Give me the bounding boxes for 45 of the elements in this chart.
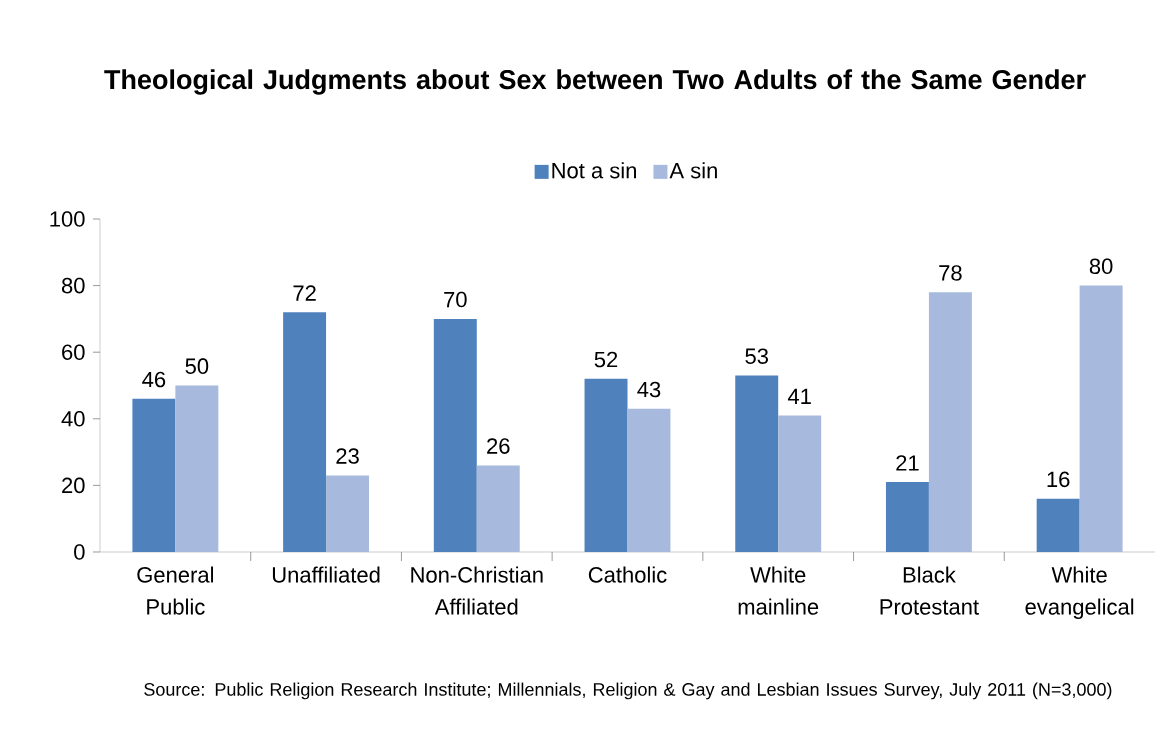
x-tick-label: Non-Christian Affiliated (411, 566, 543, 615)
bar (175, 385, 219, 552)
data-label: 52 (594, 351, 618, 368)
bar (778, 415, 822, 552)
bar (132, 398, 176, 552)
data-label: 26 (487, 438, 510, 454)
data-label: 41 (787, 388, 811, 404)
x-tick-label: General Public (137, 566, 214, 615)
bar (433, 318, 477, 552)
bar (1036, 498, 1080, 552)
legend-label: A sin (669, 162, 717, 179)
data-label: 23 (336, 448, 359, 464)
bar (476, 465, 520, 552)
y-tick-label: 40 (61, 410, 85, 427)
data-label: 43 (637, 381, 661, 398)
x-tick-label: Catholic (588, 566, 667, 583)
source-note: Source: Public Religion Research Institute; Millennials, Religion & Gay and Lesbian Issues Survey, July 2011 (N=3,000) (144, 682, 1112, 700)
data-label: 46 (142, 371, 166, 388)
bar (735, 375, 779, 552)
data-label: 70 (444, 291, 467, 308)
bar (584, 378, 628, 552)
bar (885, 482, 929, 552)
y-tick-label: 20 (62, 477, 85, 494)
y-tick-label: 100 (50, 211, 85, 227)
data-label: 21 (896, 455, 919, 471)
x-tick-label: White evangelical (1025, 566, 1134, 620)
data-label: 78 (939, 265, 962, 281)
x-tick-label: White mainline (738, 566, 819, 615)
chart-title: Theological Judgments about Sex between Two Adults of the Same Gender (104, 69, 1086, 95)
y-tick-label: 80 (61, 277, 85, 294)
y-tick-label: 60 (62, 344, 85, 360)
x-tick-label: Unaffiliated (272, 566, 380, 583)
data-label: 53 (745, 348, 768, 364)
bar (627, 408, 671, 552)
data-label: 72 (293, 285, 316, 301)
x-tick-label: Black Protestant (880, 566, 979, 615)
bar (283, 312, 327, 552)
bar (1079, 285, 1123, 552)
legend-label: Not a sin (552, 162, 636, 179)
data-label: 80 (1089, 258, 1113, 275)
y-tick-label: 0 (74, 544, 85, 560)
data-label: 50 (185, 358, 209, 374)
bar (326, 475, 370, 552)
data-label: 16 (1047, 471, 1070, 488)
bar (928, 292, 972, 552)
